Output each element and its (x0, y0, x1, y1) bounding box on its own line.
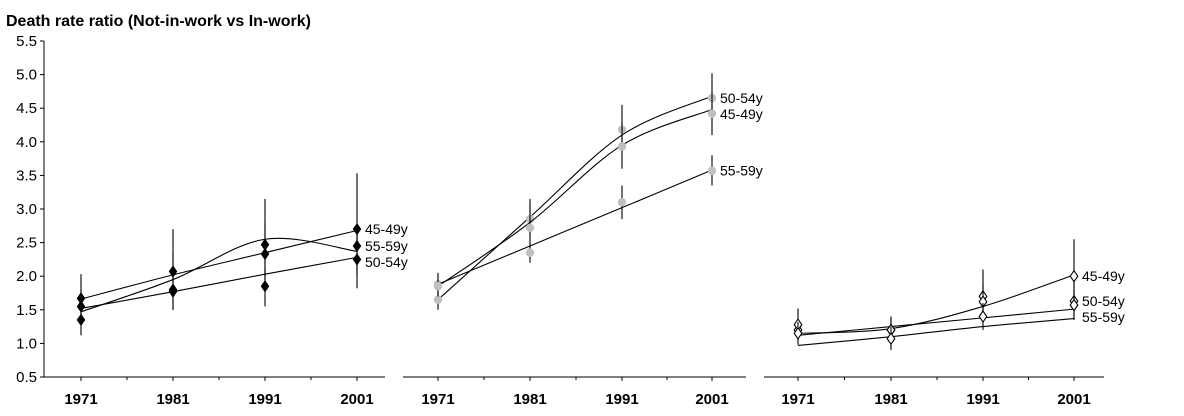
data-point (886, 332, 896, 346)
chart-title: Death rate ratio (Not-in-work vs In-work… (6, 13, 311, 30)
fit-line (797, 274, 1075, 334)
data-point (260, 247, 270, 261)
series-50-54y (793, 281, 1079, 344)
fit-line (797, 308, 1075, 336)
series-50-54y (76, 229, 362, 336)
y-tick-label: 0.5 (16, 369, 37, 386)
data-point (433, 282, 443, 291)
series-45-49y (433, 91, 717, 297)
y-tick-label: 4.5 (16, 100, 37, 117)
series-45-49y (76, 173, 362, 317)
data-point (525, 223, 535, 233)
data-point (617, 142, 627, 151)
data-point (352, 253, 362, 266)
fit-line (80, 229, 358, 300)
series-label: 55-59y (720, 163, 763, 179)
series-label: 45-49y (720, 106, 763, 122)
data-point (260, 280, 270, 293)
data-point (707, 109, 717, 118)
series-55-59y (793, 289, 1079, 351)
series-label: 50-54y (1082, 293, 1125, 309)
data-point (76, 313, 86, 327)
x-tick-label: 1981 (156, 391, 189, 408)
y-tick-label: 1.0 (16, 335, 37, 352)
data-point (707, 166, 717, 175)
x-tick-label: 1971 (64, 391, 97, 408)
series-50-54y (433, 73, 717, 310)
series-55-59y (76, 222, 362, 324)
fit-line (437, 169, 713, 285)
data-point (793, 326, 803, 340)
fit-line (80, 256, 358, 309)
data-point (1069, 269, 1079, 283)
x-tick-label: 1991 (248, 391, 281, 408)
series-label: 55-59y (365, 238, 408, 254)
x-tick-label: 2001 (340, 391, 373, 408)
series-label: 55-59y (1082, 309, 1125, 325)
series-55-59y (433, 155, 717, 297)
data-point (1069, 298, 1079, 312)
data-point (617, 198, 627, 207)
x-tick-label: 2001 (1057, 391, 1090, 408)
y-tick-label: 5.0 (16, 67, 37, 84)
data-point (978, 310, 988, 323)
series-45-49y (793, 239, 1079, 347)
y-axis: 0.5 1.0 1.5 2.0 2.5 3.0 3.5 4.0 4.5 5.0 5.5 (16, 33, 45, 386)
series-label: 50-54y (720, 90, 763, 106)
fit-line (797, 317, 1075, 346)
y-tick-label: 3.0 (16, 201, 37, 218)
series-label: 45-49y (1082, 268, 1125, 284)
y-tick-label: 1.5 (16, 302, 37, 319)
x-tick-label: 1971 (781, 391, 814, 408)
y-tick-label: 3.5 (16, 167, 37, 184)
fit-line (80, 237, 358, 313)
x-tick-label: 2001 (695, 391, 728, 408)
x-tick-label: 1981 (513, 391, 546, 408)
data-point (525, 248, 535, 257)
y-tick-label: 2.0 (16, 268, 37, 285)
data-point (433, 295, 443, 304)
fit-line (437, 95, 713, 301)
data-point (168, 285, 178, 298)
series-label: 45-49y (365, 221, 408, 237)
x-tick-label: 1991 (605, 391, 638, 408)
x-tick-label: 1981 (874, 391, 907, 408)
x-tick-label: 1971 (421, 391, 454, 408)
y-tick-label: 2.5 (16, 235, 37, 252)
series-label: 50-54y (365, 254, 408, 270)
y-tick-label: 5.5 (16, 33, 37, 50)
fit-line (437, 109, 713, 287)
y-tick-label: 4.0 (16, 134, 37, 151)
x-tick-label: 1991 (966, 391, 999, 408)
